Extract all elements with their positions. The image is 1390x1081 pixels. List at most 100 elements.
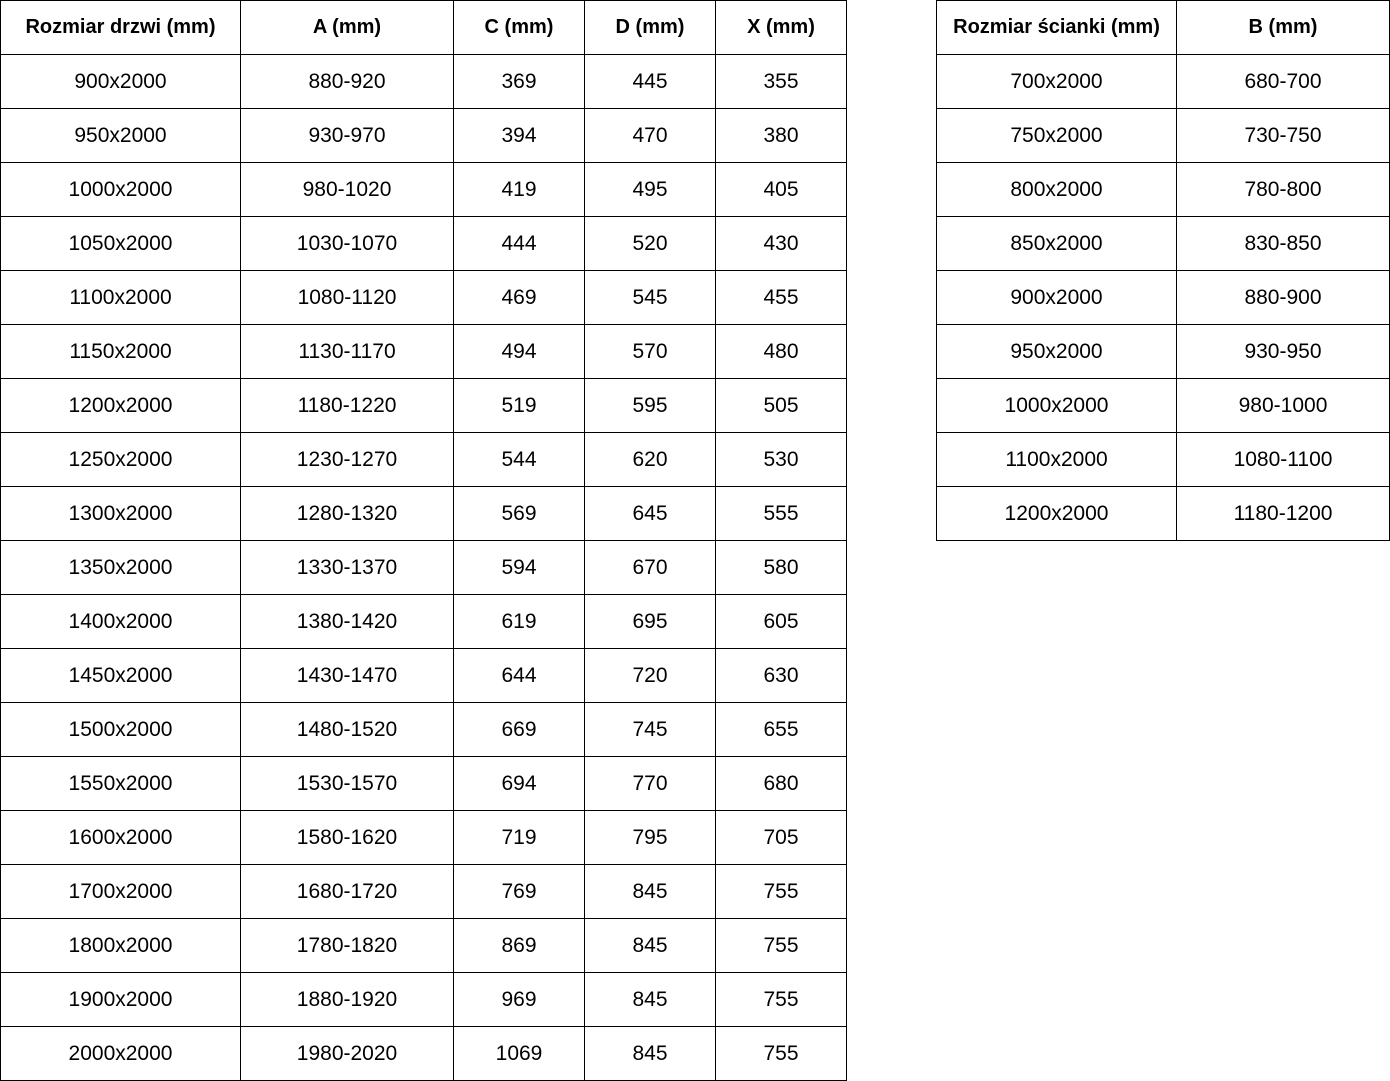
- table-cell: 519: [453, 378, 585, 433]
- table-cell: 1069: [453, 1026, 585, 1081]
- table-cell: 545: [584, 270, 716, 325]
- table-row: 1550x2000 1530-1570 694 770 680: [0, 756, 847, 811]
- table-row: 1200x2000 1180-1220 519 595 505: [0, 378, 847, 433]
- table-cell: 1000x2000: [936, 378, 1177, 433]
- table-cell: 505: [715, 378, 847, 433]
- table-cell: 930-950: [1176, 324, 1390, 379]
- table-cell: 1550x2000: [0, 756, 241, 811]
- table-cell: 845: [584, 918, 716, 973]
- table-cell: 670: [584, 540, 716, 595]
- table-row: 1900x2000 1880-1920 969 845 755: [0, 972, 847, 1027]
- table-cell: 455: [715, 270, 847, 325]
- table-cell: 880-920: [240, 54, 454, 109]
- table-cell: 469: [453, 270, 585, 325]
- table-cell: 595: [584, 378, 716, 433]
- table-cell: 620: [584, 432, 716, 487]
- wall-size-table: Rozmiar ścianki (mm) B (mm) 700x2000 680-7…: [936, 0, 1390, 541]
- table-cell: 830-850: [1176, 216, 1390, 271]
- table-cell: 1380-1420: [240, 594, 454, 649]
- table-cell: 445: [584, 54, 716, 109]
- table-cell: 1450x2000: [0, 648, 241, 703]
- table-cell: 694: [453, 756, 585, 811]
- table-cell: 555: [715, 486, 847, 541]
- table-cell: 755: [715, 918, 847, 973]
- table-row: 1450x2000 1430-1470 644 720 630: [0, 648, 847, 703]
- table-cell: 1780-1820: [240, 918, 454, 973]
- table-row: 1150x2000 1130-1170 494 570 480: [0, 324, 847, 379]
- table-cell: 530: [715, 432, 847, 487]
- column-header: D (mm): [584, 0, 716, 55]
- table-row: 700x2000 680-700: [936, 54, 1390, 109]
- table-cell: 845: [584, 1026, 716, 1081]
- table-row: 1100x2000 1080-1120 469 545 455: [0, 270, 847, 325]
- table-cell: 770: [584, 756, 716, 811]
- table-cell: 1530-1570: [240, 756, 454, 811]
- table-cell: 680-700: [1176, 54, 1390, 109]
- table-row: 1000x2000 980-1000: [936, 378, 1390, 433]
- table-cell: 1130-1170: [240, 324, 454, 379]
- table-cell: 419: [453, 162, 585, 217]
- column-header: Rozmiar drzwi (mm): [0, 0, 241, 55]
- table-cell: 755: [715, 972, 847, 1027]
- table-cell: 980-1020: [240, 162, 454, 217]
- table-cell: 1330-1370: [240, 540, 454, 595]
- table-cell: 355: [715, 54, 847, 109]
- table-cell: 470: [584, 108, 716, 163]
- table-cell: 605: [715, 594, 847, 649]
- table-cell: 655: [715, 702, 847, 757]
- table-cell: 1080-1120: [240, 270, 454, 325]
- table-cell: 700x2000: [936, 54, 1177, 109]
- table-row: 850x2000 830-850: [936, 216, 1390, 271]
- table-cell: 1500x2000: [0, 702, 241, 757]
- table-row: 1100x2000 1080-1100: [936, 432, 1390, 487]
- table-cell: 1100x2000: [0, 270, 241, 325]
- table-cell: 1800x2000: [0, 918, 241, 973]
- table-cell: 1400x2000: [0, 594, 241, 649]
- table-row: 1350x2000 1330-1370 594 670 580: [0, 540, 847, 595]
- table-cell: 780-800: [1176, 162, 1390, 217]
- table-cell: 644: [453, 648, 585, 703]
- table-row: 1050x2000 1030-1070 444 520 430: [0, 216, 847, 271]
- table-cell: 2000x2000: [0, 1026, 241, 1081]
- table-cell: 1200x2000: [0, 378, 241, 433]
- table-cell: 1180-1200: [1176, 486, 1390, 541]
- table-cell: 730-750: [1176, 108, 1390, 163]
- table-cell: 444: [453, 216, 585, 271]
- table-row: 1300x2000 1280-1320 569 645 555: [0, 486, 847, 541]
- table-cell: 619: [453, 594, 585, 649]
- table-cell: 1030-1070: [240, 216, 454, 271]
- table-cell: 755: [715, 864, 847, 919]
- table-cell: 1250x2000: [0, 432, 241, 487]
- table-cell: 1150x2000: [0, 324, 241, 379]
- table-cell: 669: [453, 702, 585, 757]
- table-cell: 1600x2000: [0, 810, 241, 865]
- table-cell: 900x2000: [936, 270, 1177, 325]
- table-cell: 930-970: [240, 108, 454, 163]
- table-cell: 495: [584, 162, 716, 217]
- table-cell: 869: [453, 918, 585, 973]
- table-cell: 394: [453, 108, 585, 163]
- table-cell: 1980-2020: [240, 1026, 454, 1081]
- table-cell: 580: [715, 540, 847, 595]
- table-cell: 570: [584, 324, 716, 379]
- table-row: 2000x2000 1980-2020 1069 845 755: [0, 1026, 847, 1081]
- table-cell: 1180-1220: [240, 378, 454, 433]
- table-cell: 1080-1100: [1176, 432, 1390, 487]
- table-cell: 880-900: [1176, 270, 1390, 325]
- table-cell: 1000x2000: [0, 162, 241, 217]
- header-row: Rozmiar drzwi (mm) A (mm) C (mm) D (mm) X (m…: [0, 0, 847, 55]
- table-row: 1200x2000 1180-1200: [936, 486, 1390, 541]
- table-cell: 755: [715, 1026, 847, 1081]
- table-row: 900x2000 880-920 369 445 355: [0, 54, 847, 109]
- table-cell: 769: [453, 864, 585, 919]
- table-cell: 705: [715, 810, 847, 865]
- column-header: Rozmiar ścianki (mm): [936, 0, 1177, 55]
- table-cell: 845: [584, 972, 716, 1027]
- table-cell: 980-1000: [1176, 378, 1390, 433]
- column-header: A (mm): [240, 0, 454, 55]
- table-cell: 1300x2000: [0, 486, 241, 541]
- door-size-table: Rozmiar drzwi (mm) A (mm) C (mm) D (mm) X (m…: [0, 0, 847, 1081]
- table-cell: 1900x2000: [0, 972, 241, 1027]
- table-row: 900x2000 880-900: [936, 270, 1390, 325]
- table-cell: 1050x2000: [0, 216, 241, 271]
